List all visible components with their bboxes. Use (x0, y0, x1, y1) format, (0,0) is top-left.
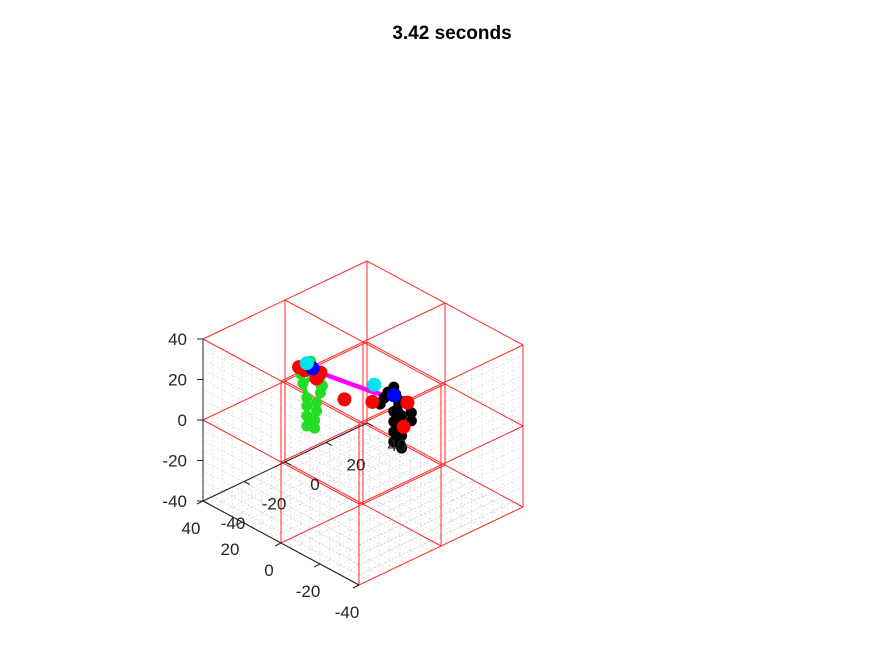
x-tick-label: 40 (182, 519, 201, 538)
red-marker (396, 419, 411, 434)
red-marker (365, 394, 380, 409)
x-tick-label: -20 (296, 582, 321, 601)
red-marker (400, 395, 415, 410)
skeleton-joint (396, 442, 408, 454)
red-marker (337, 392, 352, 407)
x-tick-label: -40 (335, 603, 360, 622)
x-tick-mark (274, 542, 282, 547)
z-tick-label: 20 (168, 371, 187, 390)
skeleton-joint (311, 397, 323, 409)
y-tick-mark (366, 422, 374, 427)
y-tick-mark (284, 461, 292, 466)
skeleton-joint (297, 377, 309, 389)
y-tick-label: 40 (388, 436, 407, 455)
x-tick-mark (313, 563, 321, 568)
skeleton-joint (301, 392, 313, 404)
y-tick-label: -20 (262, 495, 287, 514)
x-tick-mark (352, 584, 360, 589)
x-tick-mark (235, 521, 243, 526)
major-gridline-y (202, 260, 368, 340)
y-tick-mark (325, 442, 333, 446)
skeleton-joint (405, 407, 417, 419)
y-tick-label: -40 (221, 514, 246, 533)
z-tick-label: 0 (178, 411, 187, 430)
y-tick-mark (243, 481, 251, 485)
chart-title: 3.42 seconds (392, 23, 511, 44)
cyan-marker (299, 356, 314, 371)
major-gridline-x (366, 341, 524, 427)
x-tick-label: 0 (264, 561, 273, 580)
blue-marker (386, 388, 401, 403)
major-gridline-x (366, 260, 524, 346)
markers-layer (292, 356, 415, 434)
skeleton-joint (396, 410, 408, 422)
skeleton-joint (314, 387, 326, 399)
skeleton-joint (311, 405, 323, 417)
skeleton-joint (309, 422, 321, 434)
skeleton-joint (309, 414, 321, 426)
connector-segment (320, 371, 375, 395)
y-tick-label: 0 (310, 475, 319, 494)
major-grid-layer (202, 260, 524, 586)
y-tick-label: 20 (347, 456, 366, 475)
tick-marks-layer (196, 338, 374, 589)
z-tick-label: -20 (162, 452, 187, 471)
x-tick-label: 20 (221, 540, 240, 559)
z-tick-label: -40 (162, 492, 187, 511)
skeleton-joint (301, 400, 313, 412)
y-tick-mark (202, 500, 210, 505)
cyan-marker (367, 377, 382, 392)
skeleton-joint (388, 436, 400, 448)
tick-labels-layer: 40 20 0 -20 -40 -40 -20 0 20 40 40 20 0 -20 -40 (162, 330, 406, 622)
z-tick-label: 40 (168, 330, 187, 349)
